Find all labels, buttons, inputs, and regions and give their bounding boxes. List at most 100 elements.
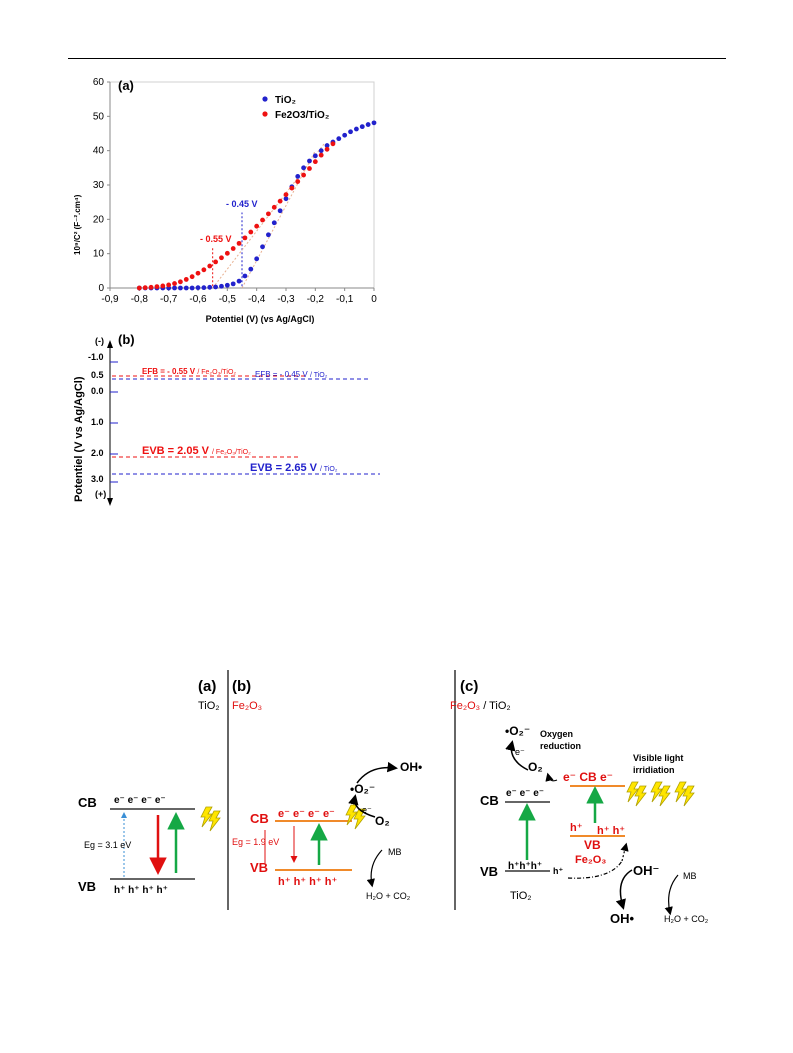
data-point-fe2o3-tio2: [219, 255, 224, 261]
data-point-fe2o3-tio2: [248, 229, 254, 235]
data-point-tio2: [224, 282, 230, 288]
fig2-c-oh-arrow: [615, 869, 633, 910]
data-point-tio2: [324, 143, 330, 148]
fig2-a-light-icon: [200, 806, 213, 828]
mechanism-diagram: (a) TiO₂ CB VB e⁻ e⁻ e⁻ e⁻ h⁺ h⁺ h⁺ h⁺ E…: [78, 670, 709, 926]
data-point-fe2o3-tio2: [183, 277, 189, 282]
data-point-fe2o3-tio2: [160, 283, 166, 289]
data-point-tio2: [195, 285, 201, 291]
fig2-c-ohm: OH⁻: [633, 863, 659, 878]
data-point-tio2: [213, 284, 219, 290]
data-point-tio2: [283, 196, 289, 202]
data-point-fe2o3-tio2: [189, 274, 195, 280]
y-axis-label: 10⁹/C² (F⁻².cm⁴): [73, 194, 82, 255]
data-point-fe2o3-tio2: [236, 240, 242, 246]
fig2-b-e: e⁻: [362, 805, 372, 815]
axis-plus: (+): [95, 489, 106, 499]
fig2-a-vb: VB: [78, 879, 96, 894]
data-point-fe2o3-tio2: [166, 282, 172, 288]
fig2-b-o2: O₂: [375, 814, 390, 828]
tick-m1: -1.0: [88, 352, 104, 362]
data-point-tio2: [271, 220, 277, 226]
data-point-tio2: [266, 232, 271, 238]
data-point-fe2o3-tio2: [266, 211, 271, 217]
data-point-fe2o3-tio2: [254, 223, 260, 229]
x-tick-label: -0,6: [189, 294, 207, 305]
data-point-fe2o3-tio2: [330, 141, 336, 147]
legend-marker-fe2o3: [262, 111, 268, 117]
data-point-fe2o3-tio2: [148, 284, 154, 290]
fig2-a-material: TiO₂: [198, 700, 220, 712]
tick-2: 2.0: [91, 448, 104, 458]
legend-tio2: TiO₂: [275, 95, 296, 106]
data-point-tio2: [254, 256, 260, 262]
efb-fe-text: EFB = - 0.55 V / Fe₂O₃/TiO₂: [142, 367, 236, 376]
data-point-tio2: [318, 148, 324, 154]
fig2-b-cb: CB: [250, 811, 269, 826]
data-point-fe2o3-tio2: [207, 263, 213, 269]
data-point-fe2o3-tio2: [142, 285, 148, 291]
axis-ticks: [110, 361, 118, 483]
x-tick-label: -0,1: [336, 294, 354, 305]
fig2-c-fe-holes: h⁺: [570, 822, 583, 834]
fig2-b-mb-arrow: [366, 849, 383, 888]
data-point-tio2: [178, 285, 183, 291]
y-tick-label: 50: [93, 111, 105, 122]
data-point-tio2: [348, 129, 353, 135]
data-point-tio2: [201, 285, 207, 291]
data-point-fe2o3-tio2: [230, 246, 236, 251]
x-axis-label: Potentiel (V) (vs Ag/AgCl): [206, 314, 315, 324]
y-tick-label: 0: [98, 283, 104, 294]
x-tick-label: -0,2: [307, 294, 325, 305]
data-point-fe2o3-tio2: [312, 159, 318, 165]
data-point-fe2o3-tio2: [283, 192, 289, 198]
panel-b-label: (b): [118, 332, 135, 347]
fig2-b-o2-arrow: [348, 794, 376, 818]
fig2-a-eg: Eg = 3.1 eV: [84, 840, 131, 850]
data-point-tio2: [207, 284, 213, 290]
data-point-tio2: [336, 136, 342, 142]
tick-0p5: 0.5: [91, 370, 104, 380]
annot-tio2-fb: - 0.45 V: [226, 199, 258, 209]
fig2-c-fe-cb: e⁻ CB e⁻: [563, 770, 613, 784]
data-point-fe2o3-tio2: [242, 235, 248, 241]
efb-tio2-text: EFB = - 0.45 V / TiO₂: [255, 370, 328, 379]
fig2-b-oh-arrow: [356, 761, 398, 784]
data-point-tio2: [236, 278, 242, 284]
fig2-b-o2m: •O₂⁻: [350, 782, 375, 796]
fig2-a-label: (a): [198, 678, 216, 695]
data-point-fe2o3-tio2: [324, 146, 330, 152]
data-point-fe2o3-tio2: [213, 259, 219, 265]
fig2-b-holes: h⁺ h⁺ h⁺ h⁺: [278, 876, 337, 888]
data-point-tio2: [307, 158, 312, 164]
fig2-c-tio2-name: TiO₂: [510, 890, 532, 902]
data-point-tio2: [172, 285, 177, 291]
y-tick-label: 40: [93, 146, 105, 157]
annot-fe-fb: - 0.55 V: [200, 234, 232, 244]
tick-3: 3.0: [91, 474, 104, 484]
data-point-tio2: [248, 266, 254, 272]
fig2-c-products: H₂O + CO₂: [664, 914, 709, 924]
fig2-c-mb-arrow: [664, 874, 679, 916]
fig2-c-e: e⁻: [515, 747, 525, 757]
tick-0: 0.0: [91, 386, 104, 396]
y-tick-label: 30: [93, 180, 105, 191]
data-point-fe2o3-tio2: [224, 250, 230, 256]
data-point-fe2o3-tio2: [201, 267, 207, 273]
panel-a-label: (a): [118, 78, 134, 93]
data-point-tio2: [301, 165, 306, 171]
fig2-c-light-icon-5: [674, 781, 687, 803]
fig2-b-electrons: e⁻ e⁻ e⁻ e⁻: [278, 808, 335, 820]
band-position-diagram: (b) Potentiel (V vs Ag/AgCl) (-) (+) -1.…: [73, 332, 380, 506]
data-point-tio2: [312, 153, 318, 159]
y-tick-label: 10: [93, 249, 105, 260]
fig2-c-o2: O₂: [528, 760, 543, 774]
data-point-tio2: [365, 122, 371, 127]
data-point-tio2: [260, 244, 265, 250]
data-point-tio2: [371, 120, 377, 126]
data-point-fe2o3-tio2: [154, 284, 160, 290]
data-point-fe2o3-tio2: [277, 198, 283, 204]
axis-arrow-down: [107, 498, 113, 506]
data-point-fe2o3-tio2: [295, 179, 301, 184]
fig2-c-fe-e-arrow: [545, 772, 558, 782]
